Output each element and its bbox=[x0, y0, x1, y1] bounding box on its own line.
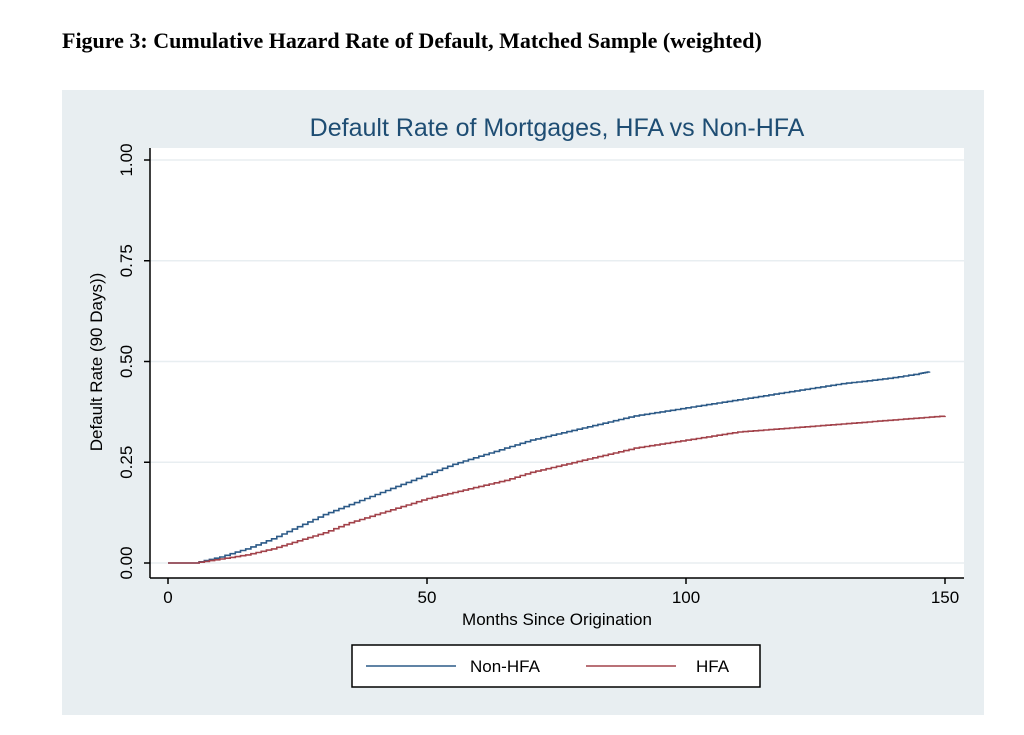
axes: 0.00 0.25 0.50 0.75 1.00 0 50 100 150 bbox=[117, 143, 964, 607]
plot-area bbox=[150, 148, 964, 578]
x-tick-label: 100 bbox=[672, 588, 700, 607]
series-lines bbox=[168, 371, 946, 564]
y-tick-label: 1.00 bbox=[117, 143, 136, 176]
series-line-non-hfa bbox=[168, 371, 931, 564]
chart-title: Default Rate of Mortgages, HFA vs Non-HF… bbox=[310, 114, 805, 142]
y-tick-label: 0.25 bbox=[117, 446, 136, 479]
legend: Non-HFA HFA bbox=[351, 644, 761, 688]
y-tick-label: 0.00 bbox=[117, 546, 136, 579]
y-tick-label: 0.50 bbox=[117, 345, 136, 378]
y-tick-label: 0.75 bbox=[117, 244, 136, 277]
legend-label: HFA bbox=[696, 657, 730, 676]
legend-label: Non-HFA bbox=[470, 657, 541, 676]
gridlines bbox=[150, 159, 964, 564]
x-tick-label: 150 bbox=[931, 588, 959, 607]
figure-caption: Figure 3: Cumulative Hazard Rate of Defa… bbox=[62, 28, 762, 53]
y-axis-label: Default Rate (90 Days)) bbox=[87, 273, 106, 452]
series-line-hfa bbox=[168, 415, 946, 564]
x-tick-label: 50 bbox=[418, 588, 437, 607]
x-axis-label: Months Since Origination bbox=[462, 610, 652, 629]
x-tick-label: 0 bbox=[163, 588, 172, 607]
